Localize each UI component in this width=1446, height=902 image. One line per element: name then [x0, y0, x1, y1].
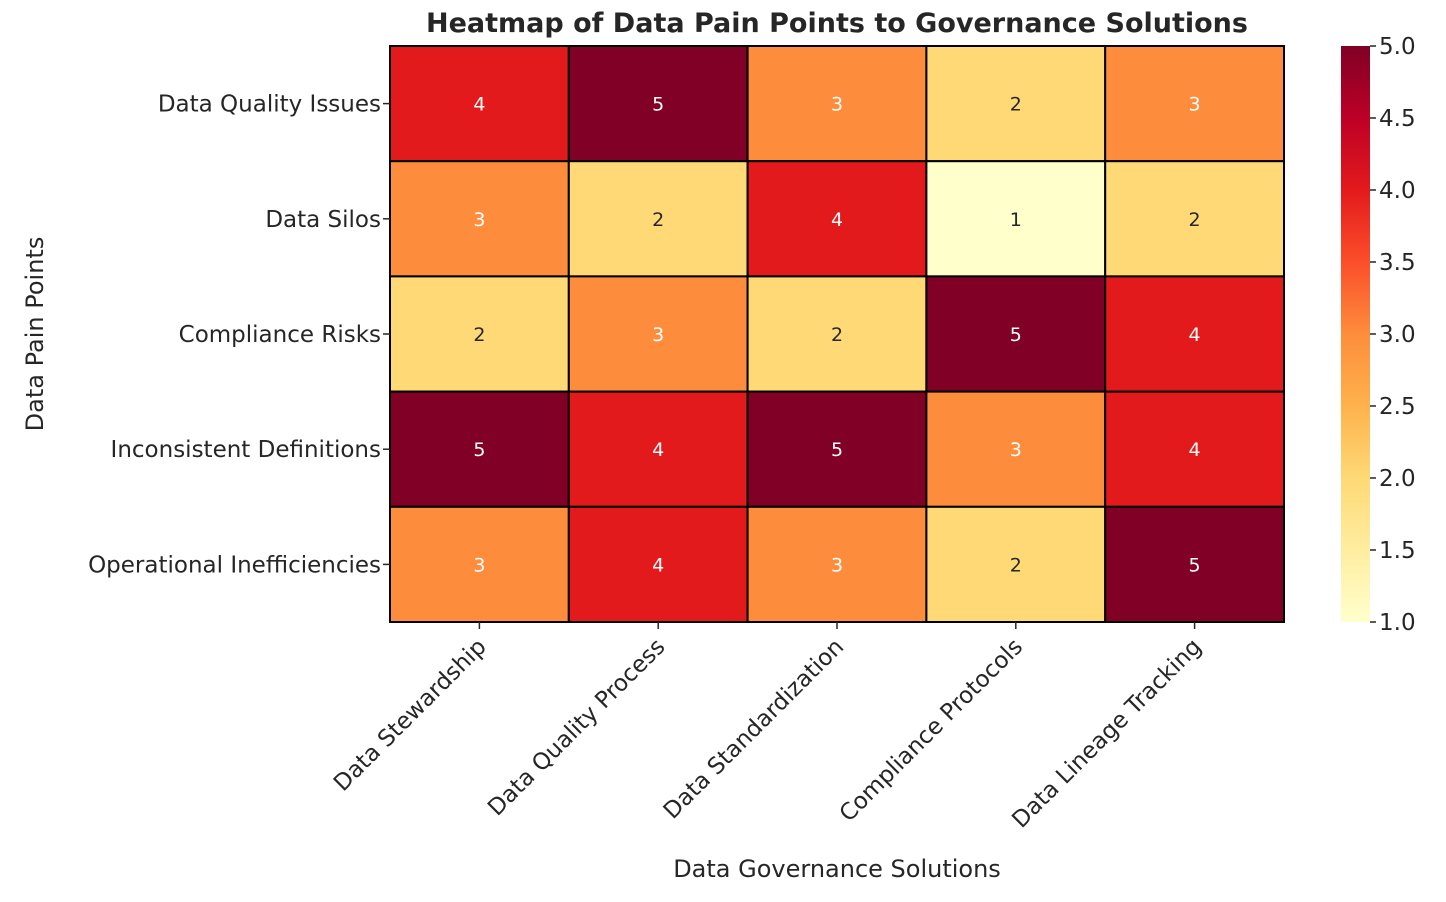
heatmap-cell — [1104, 390, 1285, 508]
colorbar-tick-label: 3.5 — [1379, 250, 1416, 276]
heatmap-cell — [389, 505, 570, 623]
cell-value-label: 3 — [1189, 94, 1201, 116]
heatmap-cell — [1104, 275, 1285, 393]
cell-value-label: 3 — [652, 324, 664, 346]
heatmap-cell — [567, 505, 749, 623]
y-axis-label: Data Pain Points — [21, 237, 49, 432]
y-tick-label: Data Silos — [265, 207, 381, 233]
cell-value-label: 3 — [473, 554, 485, 576]
y-tick-label: Compliance Risks — [179, 322, 381, 348]
heatmap-cell — [746, 390, 928, 508]
cell-value-label: 4 — [1189, 439, 1201, 461]
cell-value-label: 1 — [1010, 209, 1022, 231]
colorbar-tick-label: 5.0 — [1379, 34, 1416, 60]
x-axis-label: Data Governance Solutions — [673, 855, 1001, 883]
cell-value-label: 2 — [1010, 94, 1022, 116]
colorbar-tick-label: 1.0 — [1379, 610, 1416, 636]
cell-value-label: 5 — [1010, 324, 1022, 346]
y-tick-label: Data Quality Issues — [158, 92, 381, 118]
cell-value-label: 3 — [473, 209, 485, 231]
y-tick-label: Operational Inefficiencies — [88, 552, 381, 578]
heatmap-cell — [1104, 160, 1285, 278]
colorbar-tick-label: 1.5 — [1379, 538, 1416, 564]
heatmap-cell — [746, 160, 928, 278]
x-tick-label: Data Stewardship — [329, 634, 492, 797]
chart-title: Heatmap of Data Pain Points to Governanc… — [426, 8, 1248, 39]
heatmap-cell — [925, 390, 1107, 508]
cell-value-label: 2 — [831, 324, 843, 346]
heatmap-cell — [567, 390, 749, 508]
x-tick-label: Data Lineage Tracking — [1007, 634, 1206, 833]
heatmap-cell — [1104, 505, 1285, 623]
cell-value-label: 5 — [1189, 554, 1201, 576]
colorbar-gradient — [1341, 46, 1370, 622]
cell-value-label: 4 — [1189, 324, 1201, 346]
cell-value-label: 4 — [473, 94, 485, 116]
x-tick-label: Data Quality Process — [483, 634, 670, 821]
colorbar-tick-label: 4.5 — [1379, 106, 1416, 132]
colorbar: 1.0 1.5 2.0 2.5 3.0 3.5 4.0 4.5 5.0 — [1341, 34, 1416, 636]
heatmap-cell — [389, 45, 570, 163]
cell-value-label: 3 — [1010, 439, 1022, 461]
x-tick-label: Compliance Protocols — [835, 634, 1028, 827]
cell-value-label: 2 — [652, 209, 664, 231]
cell-value-label: 3 — [831, 94, 843, 116]
cell-value-label: 2 — [1189, 209, 1201, 231]
y-tick-label: Inconsistent Definitions — [111, 437, 381, 463]
colorbar-tick-label: 2.0 — [1379, 466, 1416, 492]
heatmap-cell — [567, 275, 749, 393]
colorbar-tick-label: 2.5 — [1379, 394, 1416, 420]
colorbar-tick-label: 4.0 — [1379, 178, 1416, 204]
cell-value-label: 5 — [473, 439, 485, 461]
cell-value-label: 3 — [831, 554, 843, 576]
heatmap-cell — [389, 160, 570, 278]
cell-value-label: 5 — [831, 439, 843, 461]
heatmap-cell — [746, 45, 928, 163]
x-tick-label: Data Standardization — [659, 634, 850, 825]
heatmap-cell — [925, 275, 1107, 393]
cell-value-label: 5 — [652, 94, 664, 116]
heatmap-cells: 4 5 3 2 3 3 2 4 1 2 2 3 2 5 4 5 4 5 3 4 3 4 3 2 5 — [389, 45, 1285, 623]
cell-value-label: 4 — [652, 554, 664, 576]
cell-value-label: 4 — [652, 439, 664, 461]
colorbar-tick-label: 3.0 — [1379, 322, 1416, 348]
heatmap-cell — [567, 45, 749, 163]
heatmap-cell — [746, 505, 928, 623]
cell-value-label: 4 — [831, 209, 843, 231]
cell-value-label: 2 — [473, 324, 485, 346]
cell-value-label: 2 — [1010, 554, 1022, 576]
heatmap-cell — [925, 45, 1107, 163]
y-tick-labels: Data Quality Issues Data Silos Compliance … — [88, 92, 390, 578]
